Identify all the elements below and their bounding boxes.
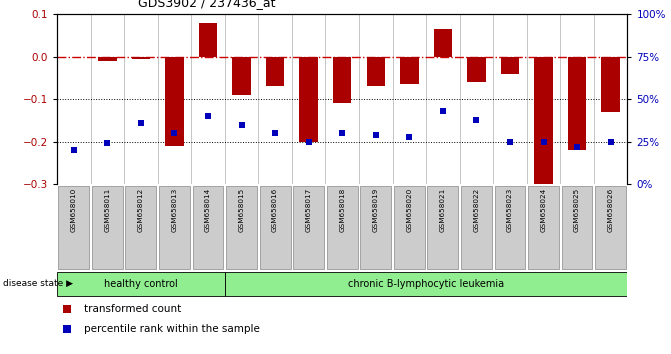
- Point: [270, 130, 280, 136]
- Point: [62, 326, 72, 332]
- Text: healthy control: healthy control: [104, 279, 178, 289]
- FancyBboxPatch shape: [394, 186, 425, 269]
- FancyBboxPatch shape: [58, 186, 89, 269]
- Text: chronic B-lymphocytic leukemia: chronic B-lymphocytic leukemia: [348, 279, 504, 289]
- Text: GSM658020: GSM658020: [407, 188, 412, 232]
- Text: GSM658012: GSM658012: [138, 188, 144, 232]
- FancyBboxPatch shape: [225, 272, 627, 296]
- FancyBboxPatch shape: [260, 186, 291, 269]
- Point: [337, 130, 348, 136]
- FancyBboxPatch shape: [595, 186, 626, 269]
- Point: [572, 144, 582, 149]
- FancyBboxPatch shape: [461, 186, 492, 269]
- Point: [370, 132, 381, 138]
- Point: [471, 117, 482, 122]
- Point: [136, 120, 146, 126]
- Text: GSM658014: GSM658014: [205, 188, 211, 232]
- Text: GSM658026: GSM658026: [608, 188, 613, 232]
- Text: GSM658018: GSM658018: [340, 188, 345, 232]
- Bar: [501, 57, 519, 74]
- Text: GSM658015: GSM658015: [239, 188, 244, 232]
- FancyBboxPatch shape: [528, 186, 559, 269]
- FancyBboxPatch shape: [92, 186, 123, 269]
- Point: [505, 139, 515, 144]
- Point: [538, 139, 549, 144]
- Text: GSM658024: GSM658024: [541, 188, 546, 232]
- Bar: [299, 57, 318, 142]
- FancyBboxPatch shape: [327, 186, 358, 269]
- FancyBboxPatch shape: [562, 186, 592, 269]
- FancyBboxPatch shape: [125, 186, 156, 269]
- Bar: [98, 57, 117, 61]
- Bar: [400, 57, 419, 84]
- Point: [437, 108, 448, 114]
- Text: GSM658017: GSM658017: [306, 188, 311, 232]
- Text: GSM658019: GSM658019: [373, 188, 378, 232]
- Bar: [467, 57, 486, 82]
- Point: [68, 147, 79, 153]
- FancyBboxPatch shape: [193, 186, 223, 269]
- Point: [169, 130, 180, 136]
- Point: [102, 141, 113, 146]
- Text: GSM658025: GSM658025: [574, 188, 580, 232]
- Bar: [601, 57, 620, 112]
- FancyBboxPatch shape: [360, 186, 391, 269]
- Point: [605, 139, 616, 144]
- Text: GSM658022: GSM658022: [474, 188, 479, 232]
- Bar: [568, 57, 586, 150]
- Point: [404, 134, 415, 139]
- Text: disease state ▶: disease state ▶: [3, 279, 73, 288]
- FancyBboxPatch shape: [427, 186, 458, 269]
- FancyBboxPatch shape: [495, 186, 525, 269]
- Point: [303, 139, 314, 144]
- Point: [62, 306, 72, 312]
- Bar: [366, 57, 385, 86]
- Bar: [534, 57, 553, 188]
- Text: GSM658016: GSM658016: [272, 188, 278, 232]
- Text: GDS3902 / 237436_at: GDS3902 / 237436_at: [138, 0, 275, 9]
- Text: GSM658010: GSM658010: [71, 188, 76, 232]
- Bar: [199, 23, 217, 57]
- Text: GSM658023: GSM658023: [507, 188, 513, 232]
- Bar: [165, 57, 184, 146]
- FancyBboxPatch shape: [226, 186, 257, 269]
- Bar: [266, 57, 285, 86]
- FancyBboxPatch shape: [159, 186, 190, 269]
- FancyBboxPatch shape: [57, 272, 225, 296]
- Text: GSM658013: GSM658013: [172, 188, 177, 232]
- Text: GSM658021: GSM658021: [440, 188, 446, 232]
- Point: [203, 113, 213, 119]
- Text: transformed count: transformed count: [84, 304, 181, 314]
- Text: percentile rank within the sample: percentile rank within the sample: [84, 324, 260, 334]
- FancyBboxPatch shape: [293, 186, 324, 269]
- Bar: [132, 57, 150, 59]
- Text: GSM658011: GSM658011: [105, 188, 110, 232]
- Point: [236, 122, 247, 127]
- Bar: [232, 57, 251, 95]
- Bar: [333, 57, 352, 103]
- Bar: [433, 29, 452, 57]
